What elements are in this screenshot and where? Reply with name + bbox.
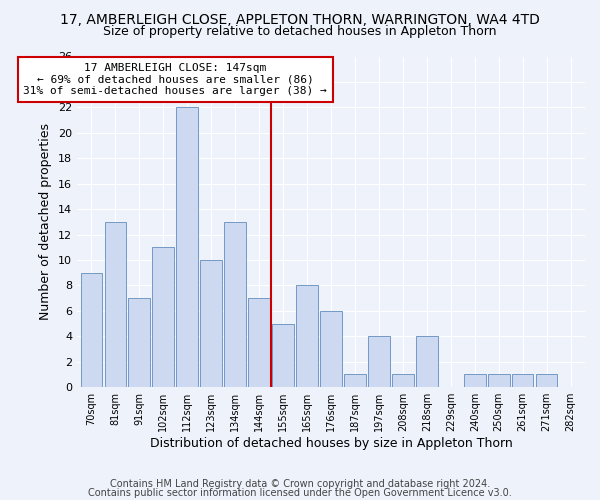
Text: 17, AMBERLEIGH CLOSE, APPLETON THORN, WARRINGTON, WA4 4TD: 17, AMBERLEIGH CLOSE, APPLETON THORN, WA… <box>60 12 540 26</box>
Y-axis label: Number of detached properties: Number of detached properties <box>39 124 52 320</box>
Bar <box>464 374 485 387</box>
Bar <box>368 336 389 387</box>
Bar <box>200 260 222 387</box>
Text: 17 AMBERLEIGH CLOSE: 147sqm
← 69% of detached houses are smaller (86)
31% of sem: 17 AMBERLEIGH CLOSE: 147sqm ← 69% of det… <box>23 63 327 96</box>
Bar <box>224 222 246 387</box>
Bar <box>80 272 102 387</box>
Bar <box>152 248 174 387</box>
Bar <box>248 298 270 387</box>
Bar <box>512 374 533 387</box>
Bar <box>344 374 366 387</box>
Text: Size of property relative to detached houses in Appleton Thorn: Size of property relative to detached ho… <box>103 25 497 38</box>
X-axis label: Distribution of detached houses by size in Appleton Thorn: Distribution of detached houses by size … <box>149 437 512 450</box>
Bar <box>392 374 413 387</box>
Bar <box>416 336 437 387</box>
Bar <box>536 374 557 387</box>
Bar <box>176 108 198 387</box>
Bar <box>128 298 150 387</box>
Text: Contains public sector information licensed under the Open Government Licence v3: Contains public sector information licen… <box>88 488 512 498</box>
Text: Contains HM Land Registry data © Crown copyright and database right 2024.: Contains HM Land Registry data © Crown c… <box>110 479 490 489</box>
Bar <box>488 374 509 387</box>
Bar <box>104 222 126 387</box>
Bar <box>320 311 342 387</box>
Bar <box>296 286 318 387</box>
Bar <box>272 324 294 387</box>
